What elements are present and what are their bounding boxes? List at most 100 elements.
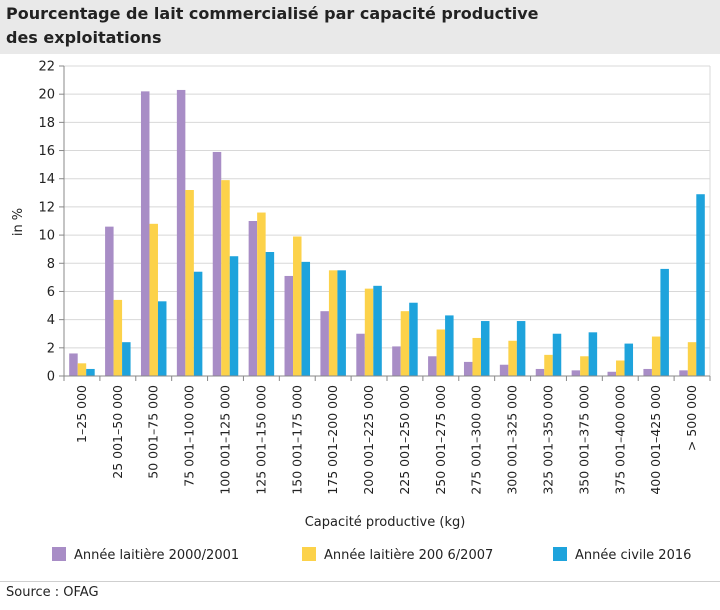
bar-s1-8: [320, 311, 329, 376]
bar-s1-12: [463, 361, 473, 376]
bar-s2-18: [687, 342, 697, 376]
bar-s1-10: [392, 346, 401, 376]
y-tick-label: 16: [38, 144, 55, 159]
x-tick-label: 175 001–200 000: [325, 385, 340, 495]
bar-s2-10: [400, 311, 410, 376]
bar-s2-12: [472, 337, 481, 376]
bar-s3-15: [588, 332, 598, 376]
bar-s1-9: [356, 333, 365, 376]
y-axis-title: in %: [11, 208, 26, 236]
x-tick-label: 275 001–300 000: [469, 385, 484, 495]
bar-s2-4: [185, 190, 194, 376]
y-tick-label: 20: [38, 88, 55, 103]
x-tick-label: 225 001–250 000: [397, 385, 412, 495]
bar-s2-2: [113, 299, 123, 376]
x-tick-label: 300 001–325 000: [505, 385, 520, 495]
bar-s3-10: [409, 302, 418, 376]
legend-swatch: [302, 547, 316, 561]
bar-s3-1: [86, 368, 95, 376]
y-tick-label: 12: [38, 200, 55, 215]
y-tick-label: 8: [47, 257, 55, 272]
bar-s2-16: [616, 360, 625, 376]
bar-s3-7: [301, 261, 311, 376]
bar-s3-9: [373, 285, 382, 376]
x-tick-label: > 500 000: [684, 385, 699, 451]
bar-s2-13: [508, 340, 517, 376]
chart-title-line1: Pourcentage de lait commercialisé par ca…: [6, 4, 539, 23]
bar-s2-1: [77, 363, 87, 376]
source-note: Source : OFAG: [6, 585, 99, 600]
bar-s1-3: [140, 91, 150, 376]
bar-s1-18: [679, 370, 688, 376]
x-tick-label: 150 001–175 000: [289, 385, 304, 495]
x-axis: 1–25 000 25 001–50 000 50 001–75 000 75 001…: [63, 375, 711, 495]
chart-title-line2: des exploitations: [6, 28, 162, 47]
y-tick-label: 22: [38, 60, 55, 75]
x-tick-label: 200 001–225 000: [361, 385, 376, 495]
legend-swatch: [553, 547, 567, 561]
bar-s3-14: [552, 333, 562, 376]
bar-s2-9: [364, 288, 374, 376]
bar-s1-6: [248, 221, 258, 376]
bar-s3-13: [516, 321, 526, 376]
bar-s2-3: [149, 223, 158, 376]
bar-s2-8: [328, 270, 338, 376]
bar-s2-7: [293, 236, 302, 376]
legend-label: Année laitière 200 6/2007: [324, 548, 493, 563]
y-axis: 0 2 4 6 8 10 12 14 16 18 20 22: [38, 60, 65, 385]
x-tick-label: 400 001–425 000: [648, 385, 663, 495]
bar-s1-17: [643, 368, 652, 376]
bar-s1-2: [105, 226, 114, 376]
title-band: [0, 0, 720, 54]
gridlines: [64, 65, 711, 376]
x-tick-label: 250 001–275 000: [433, 385, 448, 495]
bar-s3-12: [480, 321, 490, 376]
bar-s3-8: [337, 270, 346, 376]
x-tick-label: 25 001–50 000: [110, 385, 125, 479]
bar-s3-2: [122, 342, 131, 376]
bar-s3-11: [445, 315, 454, 376]
footer-separator: [0, 581, 720, 582]
bar-s2-17: [651, 336, 661, 376]
x-tick-label: 100 001–125 000: [218, 385, 233, 495]
x-tick-label: 125 001–150 000: [253, 385, 268, 495]
bar-s3-3: [157, 301, 167, 376]
bar-s3-18: [696, 194, 705, 376]
y-tick-label: 10: [38, 229, 55, 244]
y-tick-label: 18: [38, 116, 55, 131]
x-tick-label: 325 001–350 000: [541, 385, 556, 495]
bar-s2-6: [257, 212, 266, 376]
x-tick-label: 50 001–75 000: [146, 385, 161, 479]
bar-s3-5: [229, 256, 239, 376]
bar-s2-15: [580, 356, 589, 376]
bar-chart: 0 2 4 6 8 10 12 14 16 18 20 22 1–25 000 25 001–50 00…: [11, 60, 711, 563]
legend-label: Année civile 2016: [575, 548, 691, 563]
bar-s2-5: [221, 180, 230, 376]
y-tick-label: 2: [47, 341, 55, 356]
chart-title: Pourcentage de lait commercialisé par ca…: [6, 2, 706, 50]
bar-s2-14: [544, 354, 553, 376]
x-tick-label: 350 001–375 000: [576, 385, 591, 495]
x-axis-title: Capacité productive (kg): [305, 515, 466, 530]
legend: Année laitière 2000/2001 Année laitière 2…: [52, 547, 691, 563]
bar-s1-14: [535, 368, 545, 376]
legend-swatch: [52, 547, 66, 561]
bar-s3-17: [660, 268, 669, 376]
bar-s1-11: [428, 356, 437, 376]
bar-s3-16: [624, 343, 634, 376]
y-tick-label: 14: [38, 172, 55, 187]
y-tick-label: 4: [47, 313, 55, 328]
bar-s1-16: [607, 371, 617, 376]
bar-s1-15: [571, 370, 581, 376]
y-tick-label: 0: [47, 370, 55, 385]
bar-s1-4: [176, 89, 186, 377]
chart-panel: 0 2 4 6 8 10 12 14 16 18 20 22 1–25 000 25 001–50 00…: [0, 54, 720, 582]
x-tick-label: 375 001–400 000: [612, 385, 627, 495]
bar-s1-5: [212, 151, 222, 376]
x-tick-label: 75 001–100 000: [182, 385, 197, 487]
legend-label: Année laitière 2000/2001: [74, 548, 239, 563]
bar-s3-6: [265, 252, 275, 376]
x-tick-label: 1–25 000: [74, 385, 89, 443]
bar-s1-7: [284, 275, 294, 376]
